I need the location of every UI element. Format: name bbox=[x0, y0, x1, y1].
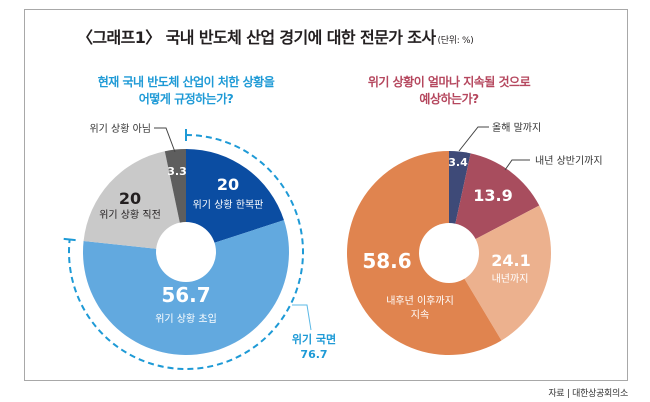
right-question-line-1: 위기 상황이 얼마나 지속될 것으로 bbox=[367, 75, 531, 89]
slice-category-label: 위기 상황 초입 bbox=[155, 312, 217, 325]
page-title: 〈그래프1〉 국내 반도체 산업 경기에 대한 전문가 조사 (단위: %) bbox=[77, 24, 474, 47]
crisis-callout-line bbox=[292, 304, 312, 331]
donut-slice-1 bbox=[186, 149, 284, 252]
left-donut-hole bbox=[156, 222, 216, 282]
donut-slice-3 bbox=[449, 205, 551, 341]
slice-value-label: 3.4 bbox=[448, 156, 468, 169]
left-chart-question: 현재 국내 반도체 산업이 처한 상황을 어떻게 규정하는가? bbox=[56, 74, 316, 108]
crisis-bracket-label: 위기 국면 bbox=[292, 332, 336, 346]
callout-line bbox=[154, 127, 176, 153]
crisis-bracket-tick-end bbox=[63, 237, 76, 242]
slice-value-label: 20 bbox=[217, 175, 239, 194]
right-donut-hole bbox=[419, 223, 479, 283]
slice-category-label: 지속 bbox=[411, 309, 429, 321]
slice-value-label: 3.3 bbox=[167, 165, 187, 178]
callout-line bbox=[458, 126, 489, 152]
right-question-line-2: 예상하는가? bbox=[419, 92, 479, 106]
right-donut-chart: 3.4 13.9 24.1 내년까지 58.6 내후년 이후까지 지속 올해 말… bbox=[347, 121, 603, 356]
slice-category-label: 위기 상황 직전 bbox=[99, 208, 161, 221]
chart-frame bbox=[24, 9, 628, 381]
slice-callout-label: 위기 상황 아님 bbox=[89, 122, 151, 135]
crisis-bracket-value: 76.7 bbox=[300, 348, 327, 361]
slice-value-label: 20 bbox=[119, 189, 141, 208]
slice-value-label: 24.1 bbox=[491, 251, 530, 270]
left-donut-chart: 위기 국면 76.7 20 위기 상황 한복판 56.7 위기 상황 초입 20… bbox=[63, 122, 336, 370]
slice-callout-label: 내년 상반기까지 bbox=[535, 155, 603, 167]
source-note: 자료 | 대한상공회의소 bbox=[548, 389, 628, 399]
slice-value-label: 13.9 bbox=[473, 186, 512, 205]
left-question-line-1: 현재 국내 반도체 산업이 처한 상황을 bbox=[97, 75, 275, 89]
left-question-line-2: 어떻게 규정하는가? bbox=[138, 92, 234, 106]
slice-category-label: 내년까지 bbox=[492, 273, 529, 285]
crisis-bracket-arc bbox=[68, 134, 304, 370]
donut-slice-3 bbox=[83, 151, 186, 252]
title-text: 〈그래프1〉 국내 반도체 산업 경기에 대한 전문가 조사 bbox=[77, 28, 436, 47]
slice-callout-label: 올해 말까지 bbox=[492, 121, 541, 134]
callout-line bbox=[504, 159, 530, 171]
right-chart-question: 위기 상황이 얼마나 지속될 것으로 예상하는가? bbox=[319, 74, 579, 108]
slice-value-label: 56.7 bbox=[161, 283, 210, 307]
left-donut-slices bbox=[83, 149, 290, 355]
slice-category-label: 위기 상황 한복판 bbox=[193, 198, 264, 211]
donut-slice-2 bbox=[83, 220, 290, 355]
unit-label: (단위: %) bbox=[437, 36, 474, 46]
donut-slice-2 bbox=[449, 153, 540, 253]
slice-category-label: 내후년 이후까지 bbox=[386, 295, 454, 307]
slice-value-label: 58.6 bbox=[362, 249, 411, 273]
